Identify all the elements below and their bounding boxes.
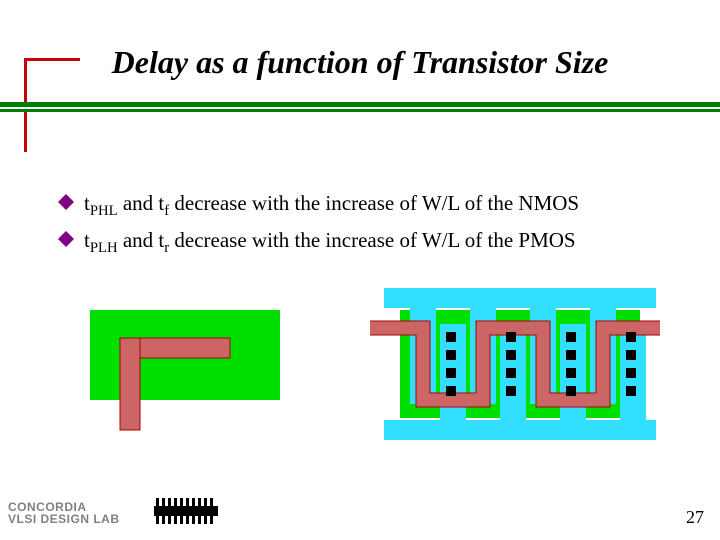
layout-diagram-multifinger <box>360 280 680 450</box>
bullet-text: tPLH and tr decrease with the increase o… <box>84 227 576 258</box>
page-number: 27 <box>686 507 704 528</box>
footer-lab-line2: VLSI DESIGN LAB <box>8 513 120 526</box>
bullet-text: tPHL and tf decrease with the increase o… <box>84 190 579 221</box>
title-rule-green-bottom <box>0 109 720 112</box>
layout-diagrams <box>60 280 680 460</box>
title-container: Delay as a function of Transistor Size <box>0 44 720 81</box>
bullet-list: tPHL and tf decrease with the increase o… <box>58 190 678 263</box>
chip-icon <box>150 498 222 524</box>
bullet-item: tPLH and tr decrease with the increase o… <box>58 227 678 258</box>
layout-diagram-simple <box>60 290 300 450</box>
footer-lab-label: CONCORDIA VLSI DESIGN LAB <box>8 501 120 526</box>
slide-title: Delay as a function of Transistor Size <box>0 44 720 81</box>
diamond-bullet-icon <box>58 194 74 210</box>
bullet-item: tPHL and tf decrease with the increase o… <box>58 190 678 221</box>
diamond-bullet-icon <box>58 231 74 247</box>
